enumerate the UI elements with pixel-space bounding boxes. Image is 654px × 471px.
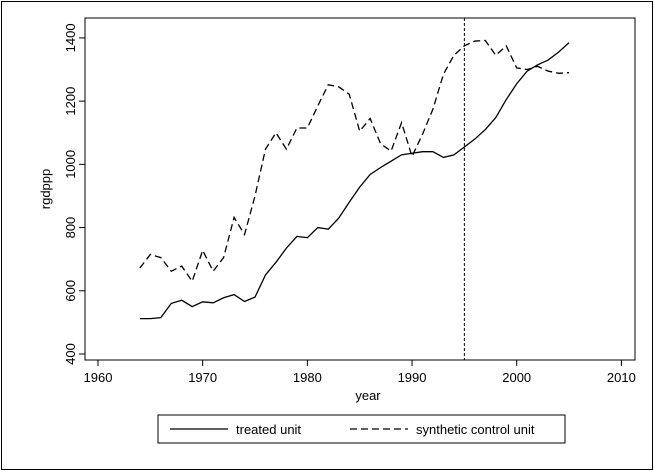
x-tick-label: 2010 [607, 370, 636, 385]
legend-label: synthetic control unit [416, 422, 535, 437]
x-tick-label: 1970 [188, 370, 217, 385]
y-axis-label: rgdppp [38, 169, 53, 209]
x-tick-label: 1980 [293, 370, 322, 385]
y-tick-label: 1200 [63, 87, 78, 116]
plot-frame [84, 17, 636, 361]
y-tick-label: 800 [63, 217, 78, 239]
y-tick-label: 400 [63, 343, 78, 365]
x-tick-label: 2000 [502, 370, 531, 385]
series-line [139, 42, 570, 320]
x-tick-label: 1990 [398, 370, 427, 385]
x-tick-label: 1960 [84, 370, 113, 385]
y-tick-label: 1400 [63, 23, 78, 52]
legend-box [157, 414, 566, 444]
y-tick-label: 1000 [63, 150, 78, 179]
y-tick-label: 600 [63, 280, 78, 302]
series-line [139, 39, 570, 283]
legend-label: treated unit [236, 422, 301, 437]
x-axis-label: year [355, 388, 381, 403]
